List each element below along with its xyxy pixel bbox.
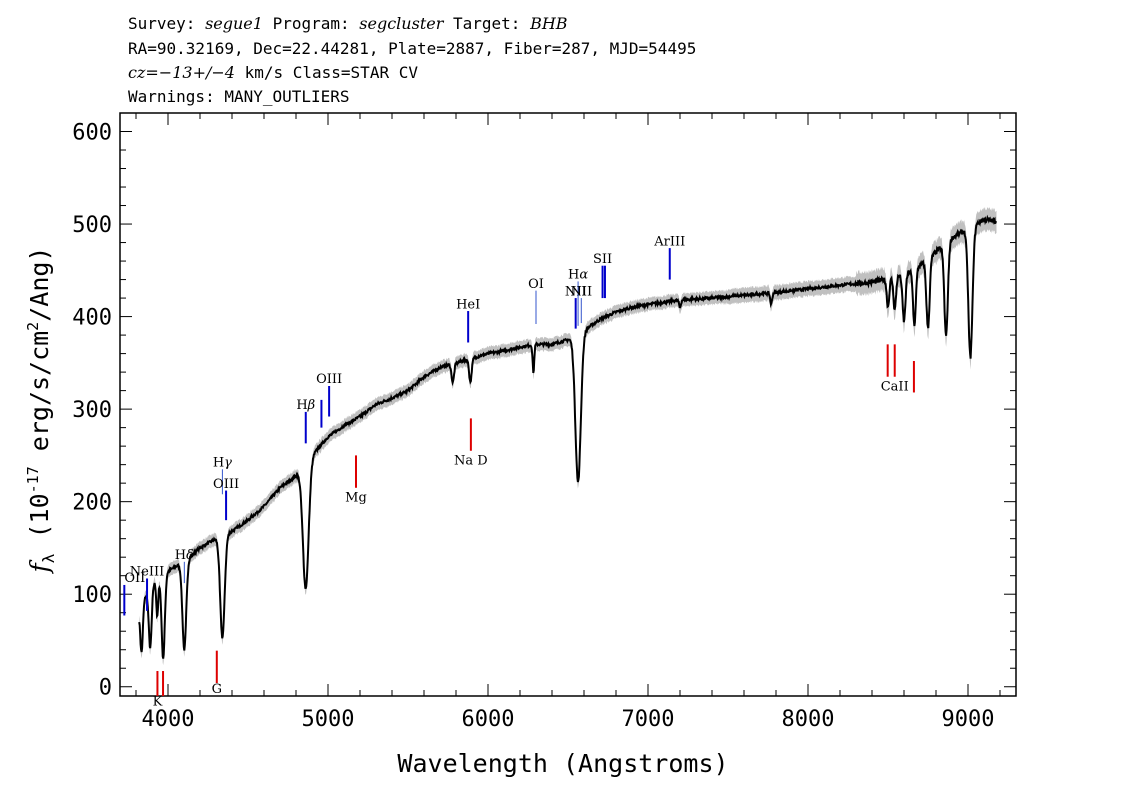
cz-label: cz= <box>128 63 159 82</box>
y-tick-label: 200 <box>72 491 112 516</box>
y-tick-label: 300 <box>72 398 112 423</box>
title-line-3: cz=−13+/−4 km/s Class=STAR CV <box>128 63 418 82</box>
line-marker-label: NeIII <box>130 565 164 580</box>
target-label: Target: <box>453 14 521 33</box>
x-tick-label: 7000 <box>622 707 675 732</box>
spectrum-line <box>138 214 997 659</box>
x-tick-label: 5000 <box>302 707 355 732</box>
program-label: Program: <box>272 14 350 33</box>
y-tick-label: 600 <box>72 121 112 146</box>
line-marker-label: OIII <box>213 477 239 492</box>
title-line-1: Survey: segue1 Program: segcluster Targe… <box>128 14 568 33</box>
y-tick-label: 0 <box>99 676 112 701</box>
x-tick-label: 8000 <box>782 707 835 732</box>
line-marker-label: Hγ <box>213 456 232 471</box>
x-axis-title: Wavelength (Angstroms) <box>397 749 728 778</box>
survey-label: Survey: <box>128 14 196 33</box>
line-marker-label: NII <box>570 284 592 299</box>
y-tick-label: 100 <box>72 583 112 608</box>
plot-frame <box>119 112 1017 697</box>
line-marker-label: Mg <box>345 491 367 506</box>
y-tick-label: 500 <box>72 213 112 238</box>
line-marker-label: Hδ <box>175 548 194 563</box>
x-tick-label: 4000 <box>142 707 195 732</box>
line-marker-label: NII <box>565 284 587 299</box>
x-tick-label: 9000 <box>942 707 995 732</box>
line-marker-label: HeI <box>456 297 480 312</box>
title-line-4: Warnings: MANY_OUTLIERS <box>128 87 350 106</box>
line-marker-label: ArIII <box>653 234 685 249</box>
y-axis-title: fλ (10-17 erg/s/cm2/Ang) <box>24 247 58 575</box>
line-marker-label: OII <box>124 571 145 586</box>
class-label: km/s Class=STAR CV <box>234 63 418 82</box>
target-value: BHB <box>530 14 568 33</box>
line-marker-label: CaII <box>881 380 909 395</box>
line-marker-label: Na D <box>454 454 488 469</box>
line-marker-label: Hα <box>568 268 588 283</box>
line-marker-label: OIII <box>316 372 342 387</box>
line-marker-label: K <box>153 694 163 709</box>
title-line-2: RA=90.32169, Dec=22.44281, Plate=2887, F… <box>128 39 697 58</box>
program-value: segcluster <box>359 14 444 33</box>
line-marker-label: SII <box>593 252 612 267</box>
survey-value: segue1 <box>205 14 263 33</box>
x-tick-label: 6000 <box>462 707 515 732</box>
line-marker-label: Hβ <box>296 398 315 413</box>
y-tick-label: 400 <box>72 306 112 331</box>
line-marker-label: OI <box>528 277 544 292</box>
line-marker-label: G <box>212 682 222 697</box>
cz-value: −13+/−4 <box>158 63 235 82</box>
